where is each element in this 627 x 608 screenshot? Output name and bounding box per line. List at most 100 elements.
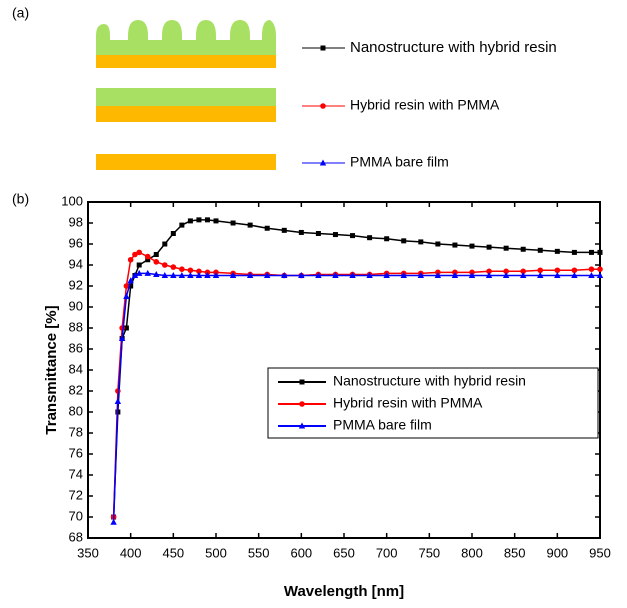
y-tick-label: 88 bbox=[69, 319, 83, 334]
marker bbox=[123, 325, 129, 331]
marker bbox=[486, 244, 492, 250]
marker bbox=[170, 231, 176, 236]
marker bbox=[136, 262, 142, 268]
x-tick-label: 950 bbox=[589, 545, 611, 560]
y-tick-label: 68 bbox=[69, 529, 83, 544]
x-tick-label: 800 bbox=[461, 545, 483, 560]
x-tick-label: 550 bbox=[248, 545, 270, 560]
resin-layer bbox=[96, 88, 276, 106]
marker bbox=[145, 257, 151, 263]
marker bbox=[588, 266, 595, 273]
marker bbox=[554, 267, 561, 274]
marker bbox=[127, 256, 134, 263]
marker bbox=[195, 272, 203, 278]
marker bbox=[162, 262, 168, 268]
x-tick-label: 900 bbox=[546, 545, 568, 560]
marker bbox=[571, 272, 578, 278]
marker bbox=[161, 272, 168, 278]
x-tick-label: 500 bbox=[205, 545, 227, 560]
pmma-layer bbox=[96, 106, 276, 122]
marker bbox=[153, 270, 160, 277]
marker bbox=[298, 422, 306, 429]
marker bbox=[187, 272, 194, 278]
x-axis-label: Wavelength [nm] bbox=[284, 583, 404, 600]
marker bbox=[298, 229, 304, 235]
marker bbox=[247, 222, 253, 228]
marker bbox=[281, 227, 287, 233]
marker bbox=[136, 269, 143, 276]
y-tick-label: 86 bbox=[69, 340, 83, 355]
marker bbox=[401, 238, 407, 244]
marker bbox=[179, 222, 185, 228]
panel-label: (b) bbox=[12, 191, 29, 207]
marker bbox=[554, 248, 560, 254]
marker bbox=[400, 272, 407, 278]
marker bbox=[144, 269, 151, 276]
marker bbox=[187, 218, 193, 224]
marker bbox=[520, 246, 526, 252]
y-tick-label: 82 bbox=[69, 382, 83, 397]
y-tick-label: 84 bbox=[69, 361, 83, 376]
y-axis-label: Transmittance [%] bbox=[43, 305, 60, 434]
marker bbox=[196, 268, 202, 275]
marker bbox=[298, 272, 305, 278]
y-tick-label: 100 bbox=[61, 193, 83, 208]
marker bbox=[170, 264, 177, 270]
legend-text: PMMA bare film bbox=[333, 417, 432, 433]
marker bbox=[264, 225, 270, 231]
marker bbox=[554, 272, 561, 278]
marker bbox=[520, 272, 527, 278]
x-tick-label: 400 bbox=[120, 545, 142, 560]
marker bbox=[110, 518, 117, 525]
y-tick-label: 98 bbox=[69, 214, 83, 229]
marker bbox=[123, 283, 130, 289]
marker bbox=[299, 379, 305, 385]
y-tick-label: 92 bbox=[69, 277, 83, 292]
marker bbox=[204, 272, 211, 278]
x-tick-label: 350 bbox=[77, 545, 99, 560]
marker bbox=[588, 272, 595, 278]
marker bbox=[178, 272, 186, 278]
x-tick-label: 650 bbox=[333, 545, 355, 560]
marker bbox=[128, 283, 134, 289]
marker bbox=[153, 252, 159, 257]
marker bbox=[502, 272, 510, 278]
marker bbox=[434, 272, 442, 278]
marker bbox=[469, 243, 475, 249]
marker bbox=[452, 242, 458, 248]
marker bbox=[123, 293, 130, 299]
pmma-layer bbox=[96, 154, 276, 170]
marker bbox=[597, 266, 603, 273]
pmma-layer bbox=[96, 55, 276, 68]
marker bbox=[417, 272, 424, 278]
marker bbox=[571, 249, 577, 255]
y-tick-label: 70 bbox=[69, 508, 83, 523]
marker bbox=[246, 272, 254, 278]
marker bbox=[131, 272, 139, 278]
marker bbox=[596, 272, 604, 278]
marker bbox=[468, 272, 476, 278]
marker bbox=[520, 268, 526, 275]
marker bbox=[114, 398, 122, 404]
x-tick-label: 750 bbox=[418, 545, 440, 560]
marker bbox=[179, 266, 185, 273]
y-tick-label: 72 bbox=[69, 487, 83, 502]
marker bbox=[503, 245, 509, 251]
marker bbox=[537, 247, 543, 253]
marker bbox=[571, 267, 578, 274]
marker bbox=[136, 249, 142, 256]
marker bbox=[349, 272, 356, 278]
x-tick-label: 450 bbox=[162, 545, 184, 560]
marker bbox=[230, 220, 236, 226]
y-tick-label: 74 bbox=[69, 466, 83, 481]
nanostructure-layer bbox=[96, 20, 276, 55]
marker bbox=[320, 45, 326, 51]
marker bbox=[264, 272, 271, 278]
x-tick-label: 600 bbox=[290, 545, 312, 560]
x-tick-label: 850 bbox=[504, 545, 526, 560]
schematic-legend-text: PMMA bare film bbox=[350, 154, 449, 170]
marker bbox=[187, 267, 194, 274]
y-tick-label: 76 bbox=[69, 445, 83, 460]
marker bbox=[212, 272, 220, 278]
marker bbox=[319, 159, 327, 166]
